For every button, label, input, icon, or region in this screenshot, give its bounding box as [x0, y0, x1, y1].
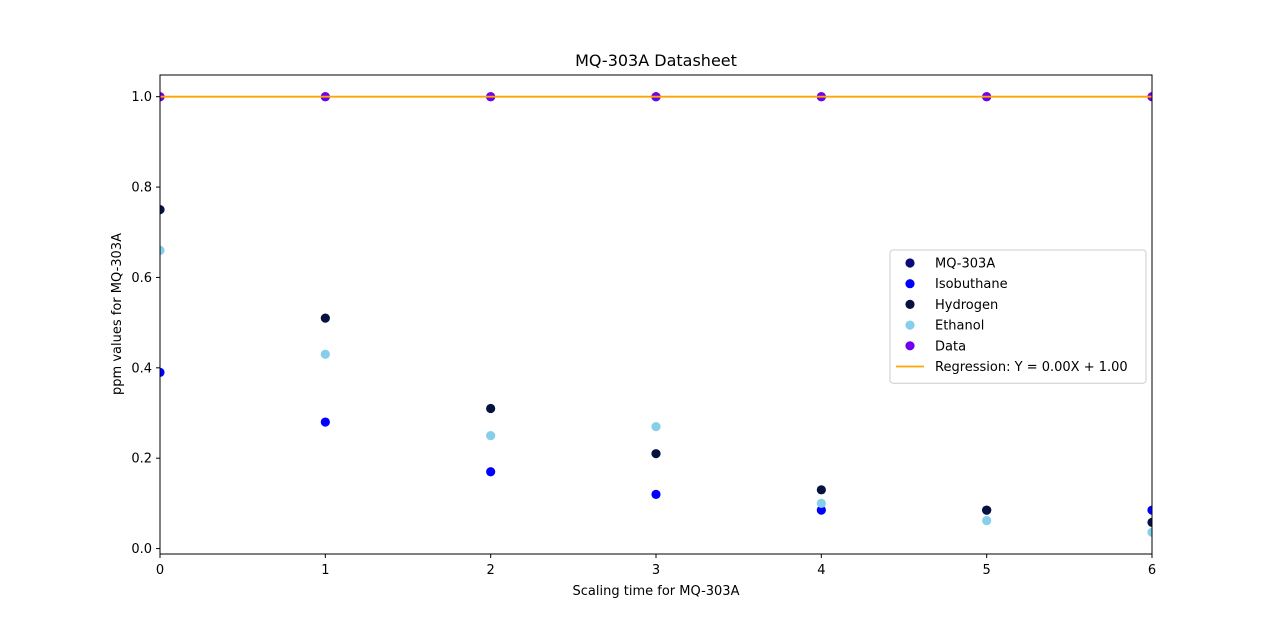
chart-title: MQ-303A Datasheet [575, 51, 737, 70]
legend-label: MQ-303A [935, 257, 995, 272]
data-point [651, 489, 661, 499]
data-point [982, 505, 992, 515]
legend-swatch [905, 320, 915, 330]
legend-box [889, 249, 1147, 384]
data-point [816, 505, 826, 515]
plot-area: 0 1 2 3 4 5 6 0.0 0.2 0.4 0.6 0.8 1.0 [131, 74, 1156, 578]
legend-swatch [905, 341, 915, 351]
x-tick-label: 3 [652, 563, 660, 578]
data-point [320, 349, 330, 359]
data-point [160, 245, 165, 255]
x-tick-label: 4 [817, 563, 825, 578]
data-point [651, 449, 661, 459]
y-tick-label: 0.4 [131, 361, 152, 376]
data-point [1147, 527, 1152, 537]
data-point [816, 498, 826, 508]
y-tick-label: 0.2 [131, 452, 152, 467]
marks [160, 92, 1152, 537]
y-tick-label: 1.0 [131, 90, 152, 105]
data-point [486, 467, 496, 477]
legend-swatch [905, 258, 915, 268]
data-point [486, 431, 496, 441]
x-tick-label: 5 [983, 563, 991, 578]
x-tick-label: 0 [156, 563, 164, 578]
x-tick-label: 2 [487, 563, 495, 578]
y-tick-label: 0.0 [131, 542, 152, 557]
y-axis-label: ppm values for MQ-303A [110, 233, 125, 395]
legend-swatch [905, 279, 915, 289]
x-tick-label: 6 [1148, 563, 1156, 578]
y-tick-label: 0.6 [131, 271, 152, 286]
data-point [651, 421, 661, 432]
data-point [816, 485, 826, 495]
data-point [320, 417, 330, 427]
data-point [160, 367, 165, 377]
legend-label: Data [935, 339, 966, 354]
legend-label: Hydrogen [935, 298, 998, 313]
y-tick-label: 0.8 [131, 181, 152, 196]
data-point [486, 403, 496, 414]
legend: MQ-303A Isobuthane Hydrogen Ethanol Data Regr… [889, 249, 1147, 384]
data-point [1147, 505, 1152, 515]
legend-label: Regression: Y = 0.00X + 1.00 [935, 360, 1128, 375]
data-point [1147, 517, 1152, 527]
data-point [982, 515, 992, 526]
x-tick-label: 1 [321, 563, 329, 578]
x-axis-label: Scaling time for MQ-303A [573, 584, 740, 599]
legend-label: Ethanol [935, 319, 984, 334]
data-point [160, 205, 165, 215]
legend-label: Isobuthane [935, 277, 1008, 292]
legend-swatch [905, 299, 915, 309]
plot-frame [159, 74, 1153, 555]
data-point [320, 313, 330, 323]
